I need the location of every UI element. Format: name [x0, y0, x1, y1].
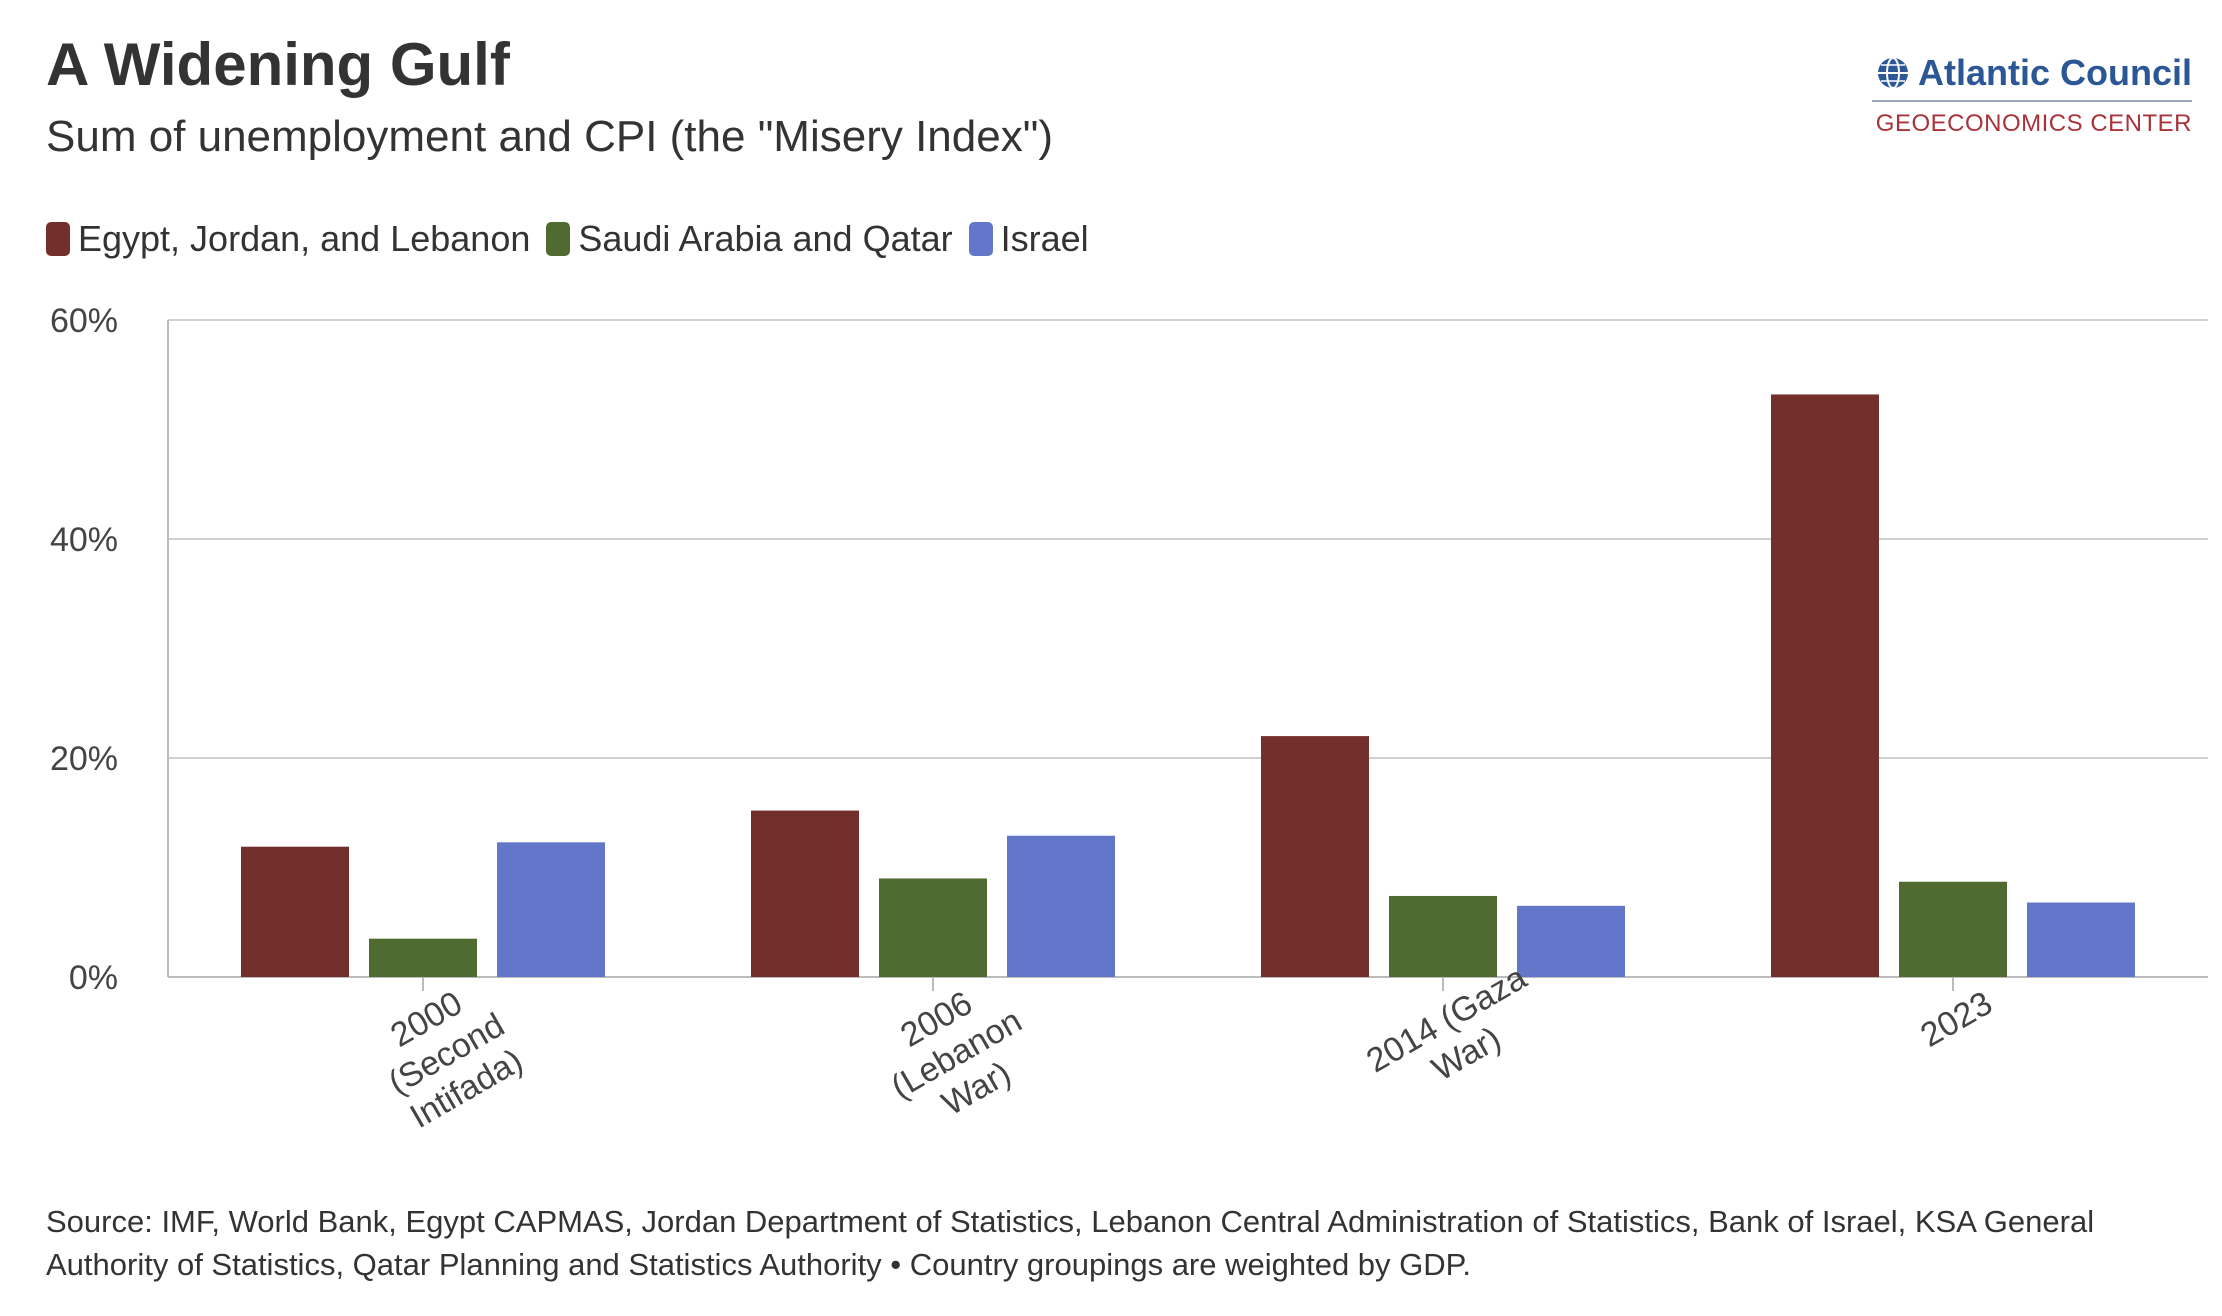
chart-legend: Egypt, Jordan, and Lebanon Saudi Arabia …: [46, 218, 1105, 260]
bar: [1261, 736, 1369, 977]
bar: [751, 810, 859, 977]
logo-subtitle: GEOECONOMICS CENTER: [1875, 110, 2192, 137]
y-tick-label: 60%: [50, 302, 118, 340]
legend-swatch: [46, 222, 70, 256]
bar: [1899, 881, 2007, 977]
source-note: Source: IMF, World Bank, Egypt CAPMAS, J…: [46, 1204, 2095, 1282]
bar: [241, 846, 349, 977]
logo-name: Atlantic Council: [1917, 52, 2192, 93]
globe-icon: [1877, 57, 1908, 89]
chart-title: A Widening Gulf: [46, 31, 510, 98]
x-tick-label-text: 2006(LebanonWar): [865, 967, 1048, 1141]
logo-divider: [1872, 100, 2192, 102]
x-tick-label: 2006(LebanonWar): [865, 967, 1048, 1141]
legend-item-egypt-jordan-lebanon: Egypt, Jordan, and Lebanon: [46, 218, 530, 260]
x-tick-label: 2023: [1914, 984, 1999, 1055]
bar: [2027, 902, 2135, 977]
legend-item-saudi-arabia-qatar: Saudi Arabia and Qatar: [546, 218, 953, 260]
y-tick-label: 20%: [50, 740, 118, 778]
legend-label: Egypt, Jordan, and Lebanon: [78, 218, 531, 259]
x-tick-label-text: 2023: [1914, 984, 1999, 1055]
bar: [879, 878, 987, 977]
y-tick-label: 0%: [69, 959, 118, 997]
bar: [1517, 905, 1625, 977]
legend-swatch: [546, 222, 571, 256]
legend-label: Saudi Arabia and Qatar: [578, 218, 953, 259]
bar: [497, 842, 605, 977]
atlantic-council-logo: Atlantic Council GEOECONOMICS CENTER: [1832, 52, 2192, 138]
x-tick-label: 2000(SecondIntifada): [362, 971, 531, 1137]
bar: [369, 938, 477, 977]
bar: [1007, 835, 1115, 977]
x-tick-label-line: 2023: [1914, 984, 1999, 1055]
y-tick-label: 40%: [50, 521, 118, 559]
bar: [1771, 394, 1879, 978]
x-tick-label-text: 2014 (GazaWar): [1360, 959, 1553, 1115]
x-tick-label: 2014 (GazaWar): [1360, 959, 1553, 1115]
chart-subtitle: Sum of unemployment and CPI (the "Misery…: [46, 112, 1053, 161]
bar-chart: 0% 20% 40% 60% 2000(SecondIntifada) 2006(Leba…: [50, 302, 2208, 1141]
legend-item-israel: Israel: [968, 218, 1089, 260]
legend-label: Israel: [1000, 218, 1089, 259]
x-tick-label-text: 2000(SecondIntifada): [362, 971, 531, 1137]
bar: [1389, 895, 1497, 977]
legend-swatch: [968, 222, 993, 256]
